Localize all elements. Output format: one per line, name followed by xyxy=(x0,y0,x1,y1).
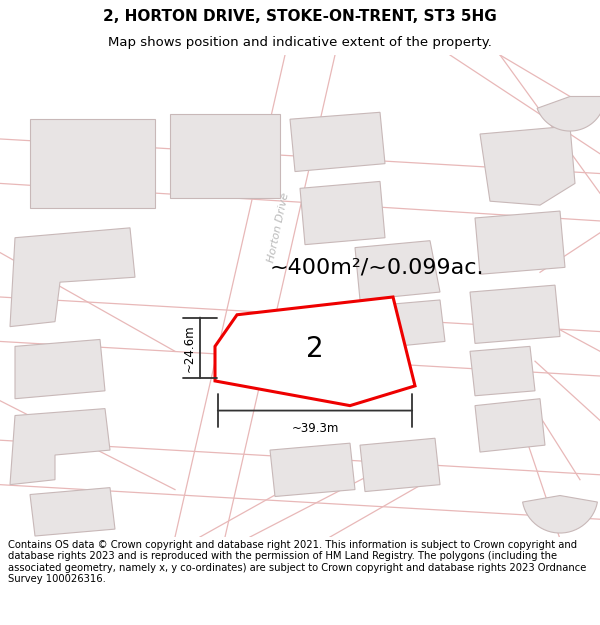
Polygon shape xyxy=(170,114,280,198)
Polygon shape xyxy=(523,496,598,533)
Text: Contains OS data © Crown copyright and database right 2021. This information is : Contains OS data © Crown copyright and d… xyxy=(8,539,586,584)
Text: 2: 2 xyxy=(306,336,323,363)
Polygon shape xyxy=(355,241,440,300)
Polygon shape xyxy=(15,339,105,399)
Polygon shape xyxy=(470,285,560,343)
Polygon shape xyxy=(480,126,575,205)
Polygon shape xyxy=(10,409,110,484)
Polygon shape xyxy=(470,346,535,396)
Polygon shape xyxy=(30,488,115,536)
Polygon shape xyxy=(537,96,600,131)
Text: ~39.3m: ~39.3m xyxy=(292,422,338,436)
Polygon shape xyxy=(360,438,440,492)
Polygon shape xyxy=(300,181,385,244)
Polygon shape xyxy=(270,443,355,496)
Polygon shape xyxy=(30,119,155,208)
Polygon shape xyxy=(10,228,135,327)
Polygon shape xyxy=(215,297,415,406)
Polygon shape xyxy=(360,300,445,349)
Polygon shape xyxy=(475,211,565,274)
Text: 2, HORTON DRIVE, STOKE-ON-TRENT, ST3 5HG: 2, HORTON DRIVE, STOKE-ON-TRENT, ST3 5HG xyxy=(103,9,497,24)
Text: Horton Drive: Horton Drive xyxy=(266,192,290,264)
Text: Map shows position and indicative extent of the property.: Map shows position and indicative extent… xyxy=(108,36,492,49)
Text: ~400m²/~0.099ac.: ~400m²/~0.099ac. xyxy=(270,258,485,278)
Polygon shape xyxy=(475,399,545,452)
Text: ~24.6m: ~24.6m xyxy=(183,324,196,372)
Polygon shape xyxy=(290,112,385,171)
